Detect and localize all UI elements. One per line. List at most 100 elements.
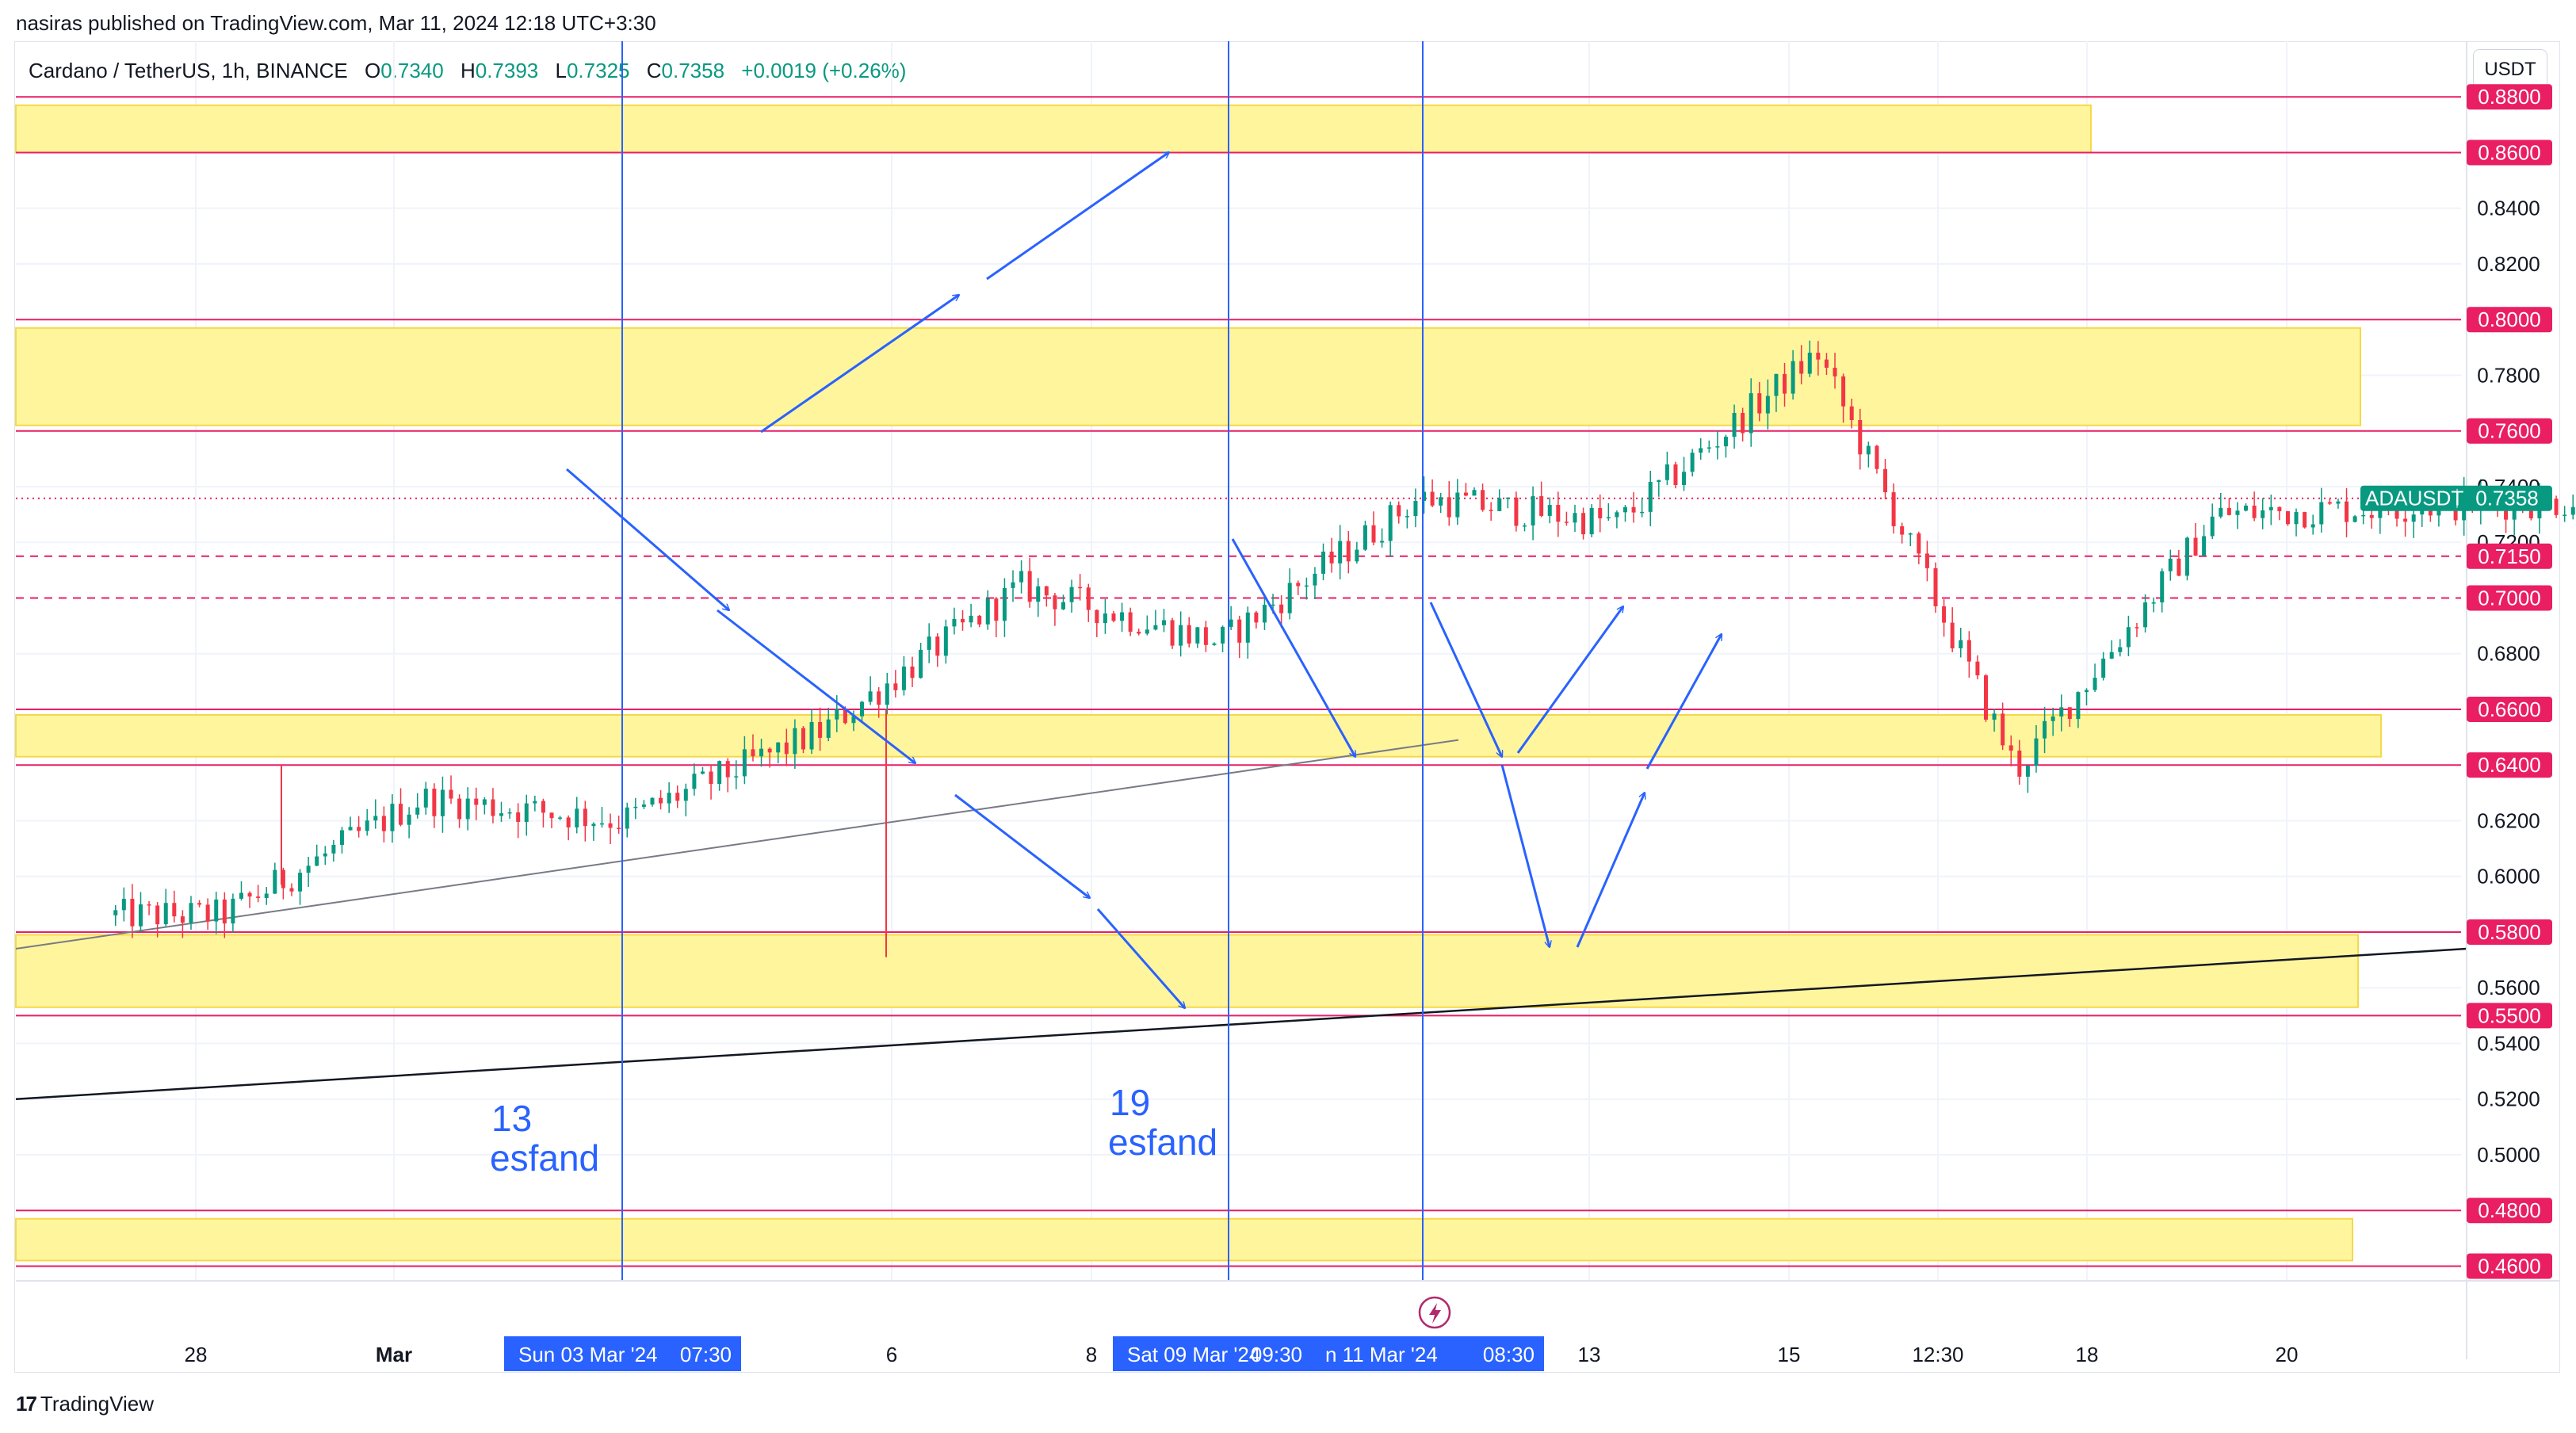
open-label: O [364,59,381,82]
candle-body [147,904,151,906]
candle-body [289,888,294,892]
candle-body [759,748,764,757]
candle-body [818,721,823,738]
candle-body [826,719,831,738]
candle-body [1824,359,1829,368]
candle-body [323,853,327,857]
annotation-word: esfand [490,1137,599,1179]
candle-body [1439,497,1443,506]
price-tick-label: 0.8200 [2477,252,2540,276]
candle-body [742,749,747,777]
candle-body [2261,510,2265,518]
candle-body [558,817,563,819]
time-tick-label: 15 [1778,1343,1801,1366]
candle-body [1783,373,1787,394]
candle-body [751,749,755,757]
candle-body [2168,558,2173,571]
high-label: H [460,59,476,82]
candle-body [1581,513,1586,535]
candle-body [2193,537,2198,556]
projection-arrow [566,468,729,610]
price-tick-label: 0.6200 [2477,808,2540,832]
symbol-title[interactable]: Cardano / TetherUS, 1h, BINANCE [29,59,348,82]
candle-body [1463,492,1468,496]
symbol-legend: Cardano / TetherUS, 1h, BINANCE O0.7340 … [29,59,906,83]
level-price-tag-text: 0.7000 [2478,586,2541,610]
candle-body [390,804,395,831]
candle-body [1036,586,1041,602]
level-price-tag-text: 0.7150 [2478,545,2541,568]
chart-frame [14,41,2560,1373]
candle-body [860,701,865,716]
candle-body [231,898,235,924]
tradingview-brand[interactable]: 17 TradingView [16,1392,154,1416]
candle-body [692,774,697,789]
candle-body [113,910,118,915]
candle-body [977,615,982,625]
projection-arrow [1429,602,1502,757]
candle-body [2059,707,2064,716]
candle-body [1858,420,1863,455]
candle-body [432,789,437,816]
candle-body [2118,647,2123,652]
level-price-tag [2467,543,2552,569]
candle-body [1095,610,1099,624]
candle-body [2563,514,2567,516]
level-price-tag [2467,696,2552,722]
candle-body [239,892,243,899]
candle-body [247,892,252,897]
candle-body [457,798,462,820]
trendlines [15,739,2467,1100]
candle-body [1741,413,1745,434]
candle-body [1203,627,1208,645]
candle-body [2219,507,2223,517]
candle-body [1791,361,1795,394]
candle-body [1664,464,1669,480]
candle-body [1279,604,1284,613]
lightning-event-icon[interactable] [1418,1296,1451,1329]
candle-body [1069,587,1074,602]
level-price-tag-text: 0.7600 [2478,419,2541,443]
time-tick-label: 18 [2076,1343,2099,1366]
candle-body [1556,505,1561,522]
candle-body [155,905,160,925]
candle-body [709,771,713,785]
candle-body [877,691,881,705]
candle-body [2310,524,2315,528]
candle-body [2570,506,2575,515]
candle-body [893,683,898,690]
candle-body [2093,678,2097,690]
trendline-upper [15,739,1459,950]
candle-body [1966,640,1971,662]
candle-body [407,814,411,825]
projection-arrow [1096,908,1185,1008]
price-tick-label: 0.6000 [2477,865,2540,888]
candle-body [1187,625,1191,644]
candle-body [809,721,814,750]
candle-body [2504,505,2509,520]
candle-body [1011,582,1015,588]
candle-body [1355,549,1359,562]
candle-body [1363,525,1367,550]
level-price-tag [2467,418,2552,444]
candle-body [1002,587,1007,621]
candle-body [315,856,319,866]
currency-unit-button[interactable]: USDT [2473,49,2547,90]
candle-body [1329,552,1334,564]
candle-body [1413,501,1418,517]
projection-arrow [1576,793,1645,948]
level-price-tag [2467,307,2552,333]
candle-body [1195,627,1200,644]
candle-body [2319,502,2324,525]
candle-body [2336,501,2341,504]
candle-body [373,816,378,821]
price-tick-label: 0.7800 [2477,363,2540,387]
level-price-tag [2467,752,2552,778]
candle-body [1799,361,1804,374]
price-tick-label: 0.5200 [2477,1087,2540,1111]
candle-body [683,789,688,801]
vertical-date-lines [621,41,1424,1280]
candle-body [1304,585,1309,587]
